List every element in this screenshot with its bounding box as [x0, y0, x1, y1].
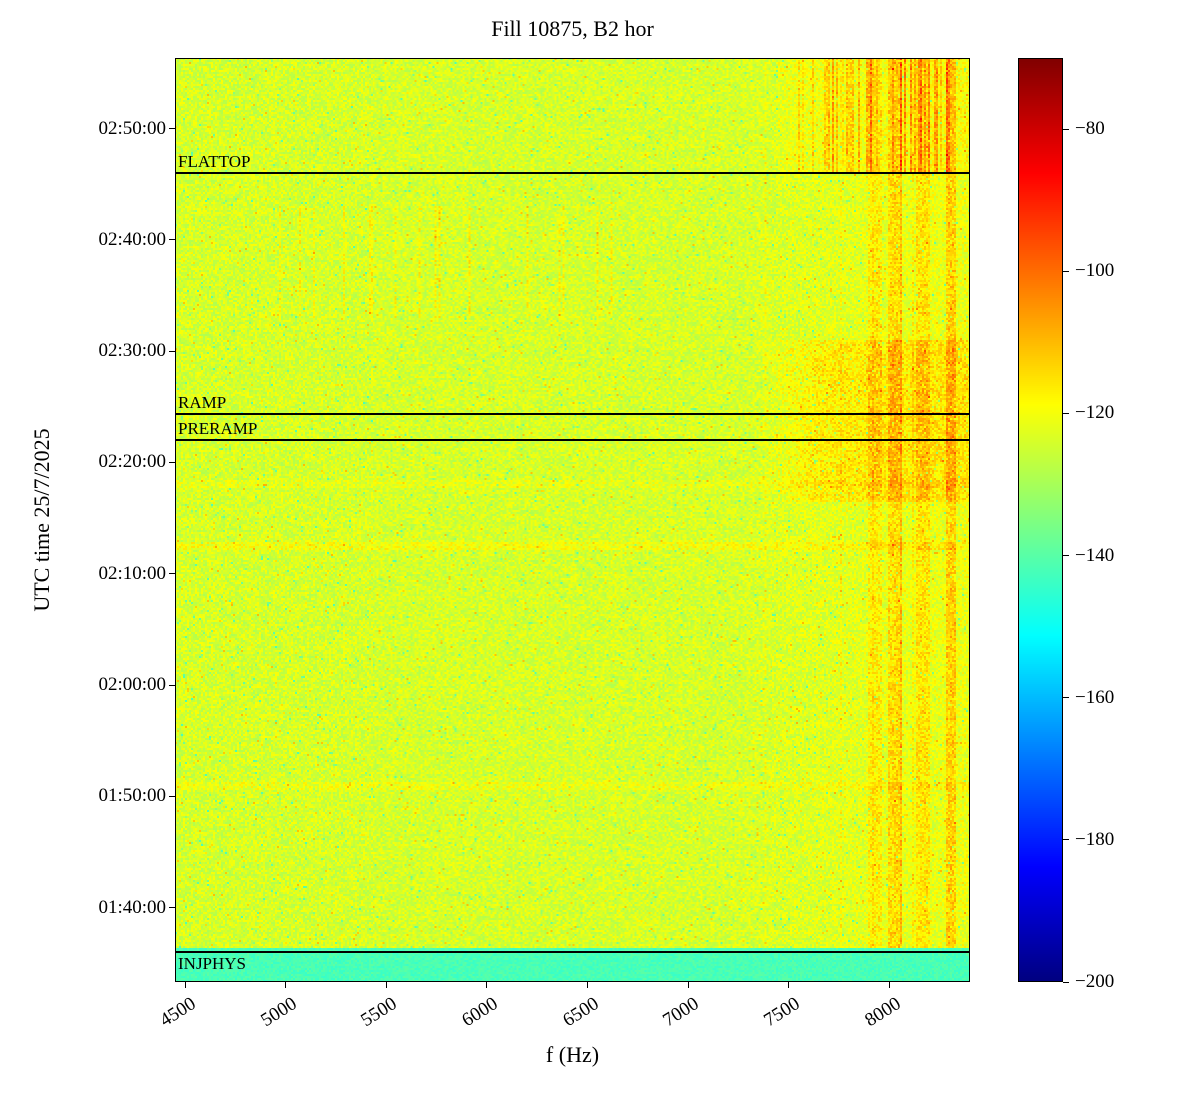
colorbar-tick-mark — [1063, 270, 1069, 272]
y-tick-mark — [169, 128, 175, 129]
colorbar-tick-label: −200 — [1075, 971, 1115, 992]
y-tick-mark — [169, 350, 175, 352]
y-tick-mark — [169, 461, 175, 463]
colorbar-tick-mark — [1063, 697, 1069, 699]
colorbar-tick-mark — [1063, 839, 1069, 841]
colorbar-tick-mark — [1063, 128, 1069, 130]
y-tick-mark — [169, 239, 175, 241]
event-label-ramp: RAMP — [178, 393, 227, 413]
colorbar-tick-mark — [1063, 412, 1069, 414]
x-tick-mark — [587, 982, 589, 988]
y-tick-mark — [169, 573, 175, 575]
y-tick-mark — [169, 684, 175, 686]
event-label-flattop: FLATTOP — [178, 152, 251, 172]
y-tick-label: 02:00:00 — [98, 674, 166, 696]
x-tick-label: 6000 — [458, 993, 502, 1032]
y-tick-label: 01:40:00 — [98, 896, 166, 918]
y-tick-label: 02:10:00 — [98, 562, 166, 584]
colorbar-tick-label: −140 — [1075, 544, 1115, 566]
colorbar-tick-label: −80 — [1075, 118, 1105, 140]
x-tick-label: 8000 — [860, 993, 905, 1032]
x-axis-label: f (Hz) — [545, 1042, 600, 1067]
x-tick-mark — [788, 982, 790, 988]
chart-title: Fill 10875, B2 hor — [491, 16, 654, 41]
x-tick-mark — [184, 982, 186, 988]
colorbar-tick-label: −160 — [1075, 686, 1115, 708]
x-tick-label: 7000 — [659, 993, 703, 1032]
x-tick-mark — [888, 982, 890, 988]
x-tick-mark — [486, 982, 488, 988]
colorbar-tick-label: −120 — [1075, 402, 1115, 424]
x-tick-label: 5000 — [256, 993, 301, 1032]
event-line-injphys — [175, 951, 970, 954]
colorbar-tick-mark — [1063, 981, 1069, 983]
x-tick-label: 6500 — [558, 993, 603, 1032]
x-tick-mark — [687, 982, 689, 988]
event-label-preramp: PRERAMP — [178, 419, 258, 439]
y-tick-label: 02:20:00 — [98, 451, 166, 473]
y-tick-mark — [169, 907, 175, 909]
colorbar-tick-label: −100 — [1075, 260, 1115, 282]
x-tick-label: 7500 — [760, 993, 804, 1032]
x-tick-label: 4500 — [156, 993, 200, 1032]
x-tick-mark — [385, 982, 387, 988]
event-line-preramp — [175, 439, 970, 442]
y-tick-label: 02:50:00 — [98, 117, 166, 139]
y-tick-label: 02:40:00 — [98, 228, 166, 250]
colorbar-tick-label: −180 — [1075, 828, 1115, 850]
colorbar-tick-mark — [1063, 555, 1069, 557]
y-tick-mark — [169, 795, 175, 797]
colorbar — [1018, 58, 1063, 982]
x-tick-mark — [285, 982, 287, 988]
spectrogram-heatmap — [175, 58, 970, 982]
y-tick-label: 02:30:00 — [98, 340, 166, 362]
x-tick-label: 5500 — [357, 993, 401, 1032]
event-line-flattop — [175, 172, 970, 175]
event-label-injphys: INJPHYS — [178, 954, 247, 974]
y-tick-label: 01:50:00 — [98, 785, 166, 807]
event-line-ramp — [175, 413, 970, 416]
